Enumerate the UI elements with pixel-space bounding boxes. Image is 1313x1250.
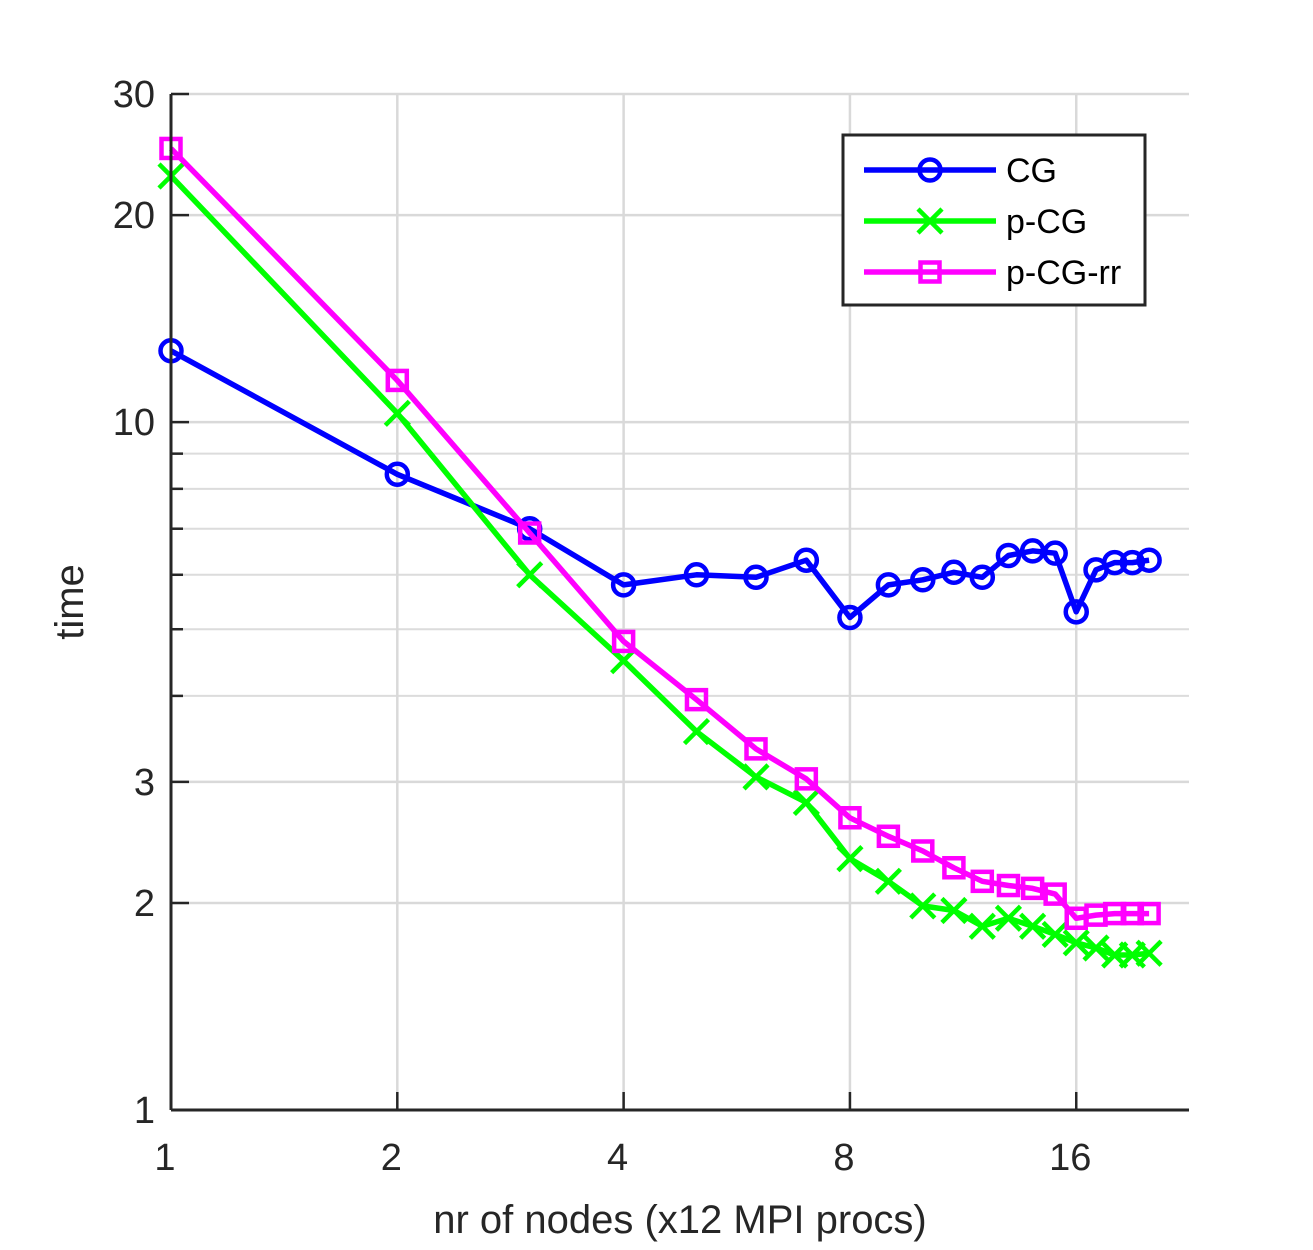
data-point — [968, 912, 996, 940]
data-point — [876, 824, 901, 849]
x-marker-stroke — [940, 896, 968, 925]
data-point — [793, 547, 820, 573]
y-tick-label: 2 — [134, 883, 155, 925]
y-tick-label: 20 — [113, 195, 155, 237]
data-point — [742, 763, 770, 791]
data-point — [683, 562, 710, 588]
data-point — [911, 839, 935, 863]
data-point — [1082, 934, 1110, 962]
data-point — [517, 521, 542, 545]
data-point — [995, 542, 1022, 569]
data-point — [941, 559, 967, 586]
legend-marker — [917, 157, 943, 183]
x-marker-stroke — [792, 788, 820, 817]
x-marker-stroke — [1019, 912, 1047, 940]
x-tick-label: 16 — [1049, 1137, 1091, 1179]
data-point — [1020, 876, 1045, 901]
x-marker-stroke — [1135, 939, 1163, 967]
x-marker-stroke — [916, 207, 944, 235]
y-tick-label: 1 — [134, 1090, 155, 1132]
x-marker-stroke — [1062, 929, 1090, 957]
legend-marker — [916, 207, 944, 235]
data-point — [682, 717, 711, 746]
data-point — [874, 867, 902, 895]
x-marker-stroke — [682, 717, 711, 746]
legend-entry: p-CG — [864, 203, 1087, 241]
data-point — [1136, 547, 1162, 573]
data-point — [792, 788, 820, 817]
legend: CG p-CG p-CG-rr — [841, 133, 1147, 307]
x-marker-stroke — [909, 892, 937, 920]
data-point — [1062, 929, 1090, 957]
data-point — [385, 368, 410, 393]
data-point — [1137, 901, 1161, 926]
tick-labels: 1 2 3 10 20 30 1 2 4 8 16 — [113, 74, 1092, 1179]
y-tick-label: 30 — [113, 74, 155, 116]
data-point — [836, 845, 864, 873]
data-point — [994, 904, 1023, 932]
legend-entry: p-CG-rr — [864, 254, 1121, 292]
y-tick-label: 3 — [134, 762, 155, 804]
data-point — [794, 767, 819, 791]
data-point — [837, 604, 863, 631]
series-line — [169, 146, 1150, 922]
data-point — [875, 572, 902, 598]
data-point — [384, 461, 411, 488]
data-point — [910, 567, 936, 593]
x-marker-stroke — [742, 763, 770, 791]
data-point — [611, 629, 636, 654]
y-axis-title: time — [48, 564, 92, 640]
data-point — [1119, 549, 1146, 576]
data-point — [1042, 540, 1068, 566]
x-marker-stroke — [383, 399, 411, 427]
axes — [169, 92, 1189, 1112]
data-point — [684, 687, 709, 712]
data-point — [1101, 549, 1128, 576]
x-tick-label: 4 — [607, 1137, 628, 1179]
data-point — [942, 856, 966, 880]
data-point — [743, 564, 769, 591]
x-axis-title: nr of nodes (x12 MPI procs) — [433, 1198, 927, 1242]
series-p-cg — [157, 162, 1163, 969]
x-marker-stroke — [1041, 920, 1069, 949]
x-marker-stroke — [516, 561, 544, 589]
legend-label: p-CG-rr — [1006, 254, 1121, 292]
data-point — [1120, 901, 1145, 926]
x-marker-stroke — [968, 912, 996, 940]
data-point — [909, 892, 937, 920]
data-point — [1043, 882, 1067, 906]
data-point — [383, 399, 411, 427]
legend-entry: CG — [864, 152, 1057, 190]
data-point — [996, 873, 1021, 898]
x-marker-stroke — [1082, 934, 1110, 962]
data-point — [838, 806, 862, 830]
data-point — [610, 572, 637, 598]
y-tick-label: 10 — [113, 402, 155, 444]
data-point — [1135, 939, 1163, 967]
data-point — [1063, 599, 1089, 625]
data-point — [744, 737, 768, 761]
legend-label: p-CG — [1006, 203, 1087, 241]
legend-marker — [918, 260, 942, 284]
data-point — [1019, 912, 1047, 940]
data-point — [1041, 920, 1069, 949]
x-marker-stroke — [994, 904, 1023, 932]
x-marker-stroke — [874, 867, 902, 895]
x-tick-label: 2 — [381, 1137, 402, 1179]
data-point — [940, 896, 968, 925]
data-point — [970, 869, 995, 894]
x-marker-stroke — [836, 845, 864, 873]
data-point — [969, 564, 996, 591]
legend-label: CG — [1006, 152, 1057, 190]
x-tick-label: 1 — [154, 1137, 175, 1179]
data-point — [516, 561, 544, 589]
x-tick-label: 8 — [833, 1137, 854, 1179]
